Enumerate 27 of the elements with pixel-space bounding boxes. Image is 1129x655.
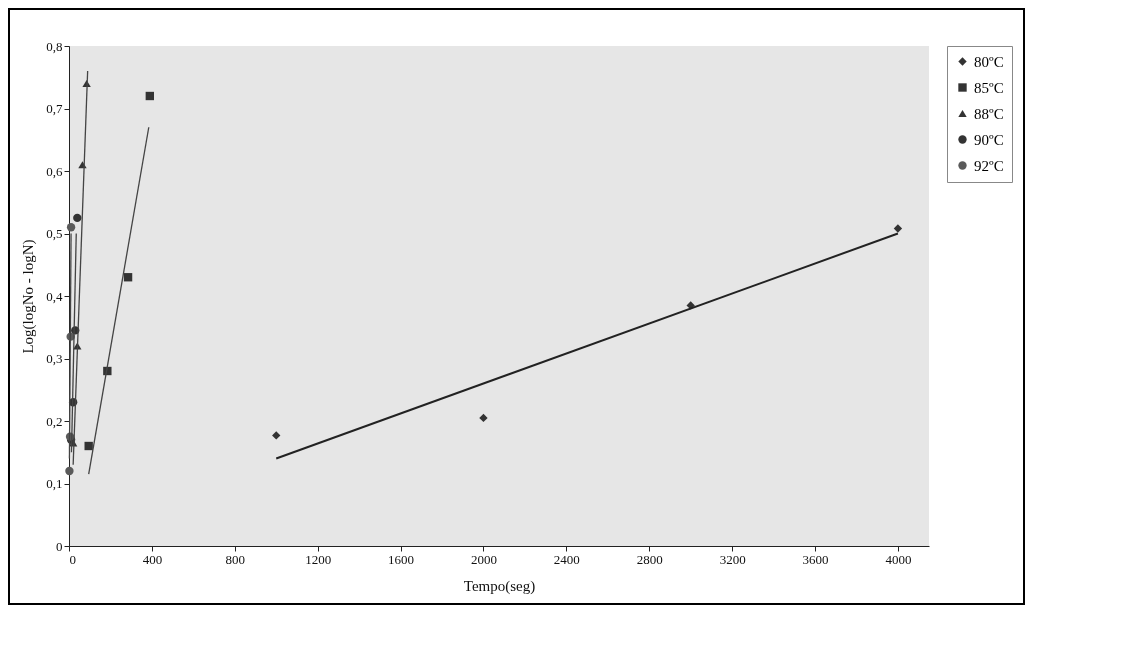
x-tick-label: 2800 [636,551,663,567]
y-tick-label: 0,6 [46,163,63,179]
y-tick-label: 0,8 [46,38,63,54]
x-tick-label: 3600 [802,551,829,567]
x-axis-title: Tempo(seg) [463,577,536,595]
y-axis-title: Log(logNo - logN) [20,239,38,354]
x-tick-label: 2000 [470,551,497,567]
y-tick-label: 0,3 [46,351,63,366]
x-tick-label: 400 [142,551,163,567]
y-tick-label: 0,2 [46,413,63,429]
x-tick-label: 2400 [553,551,580,567]
y-tick-label: 0 [56,538,63,554]
x-tick-label: 4000 [885,551,912,567]
legend-label: 80ºC [974,53,1004,70]
legend-label: 85ºC [974,79,1004,96]
y-tick-label: 0,5 [46,226,63,241]
legend-label: 90ºC [974,131,1004,148]
y-tick-label: 0,7 [46,101,63,116]
x-tick-label: 3200 [719,551,746,567]
x-tick-label: 0 [69,551,76,567]
y-tick-label: 0,1 [46,476,63,491]
x-tick-label: 800 [225,551,246,567]
y-tick-label: 0,4 [46,288,63,304]
x-tick-label: 1600 [388,551,415,567]
legend-label: 92ºC [974,157,1004,174]
legend-label: 88ºC [974,105,1004,122]
x-tick-label: 1200 [305,551,332,567]
